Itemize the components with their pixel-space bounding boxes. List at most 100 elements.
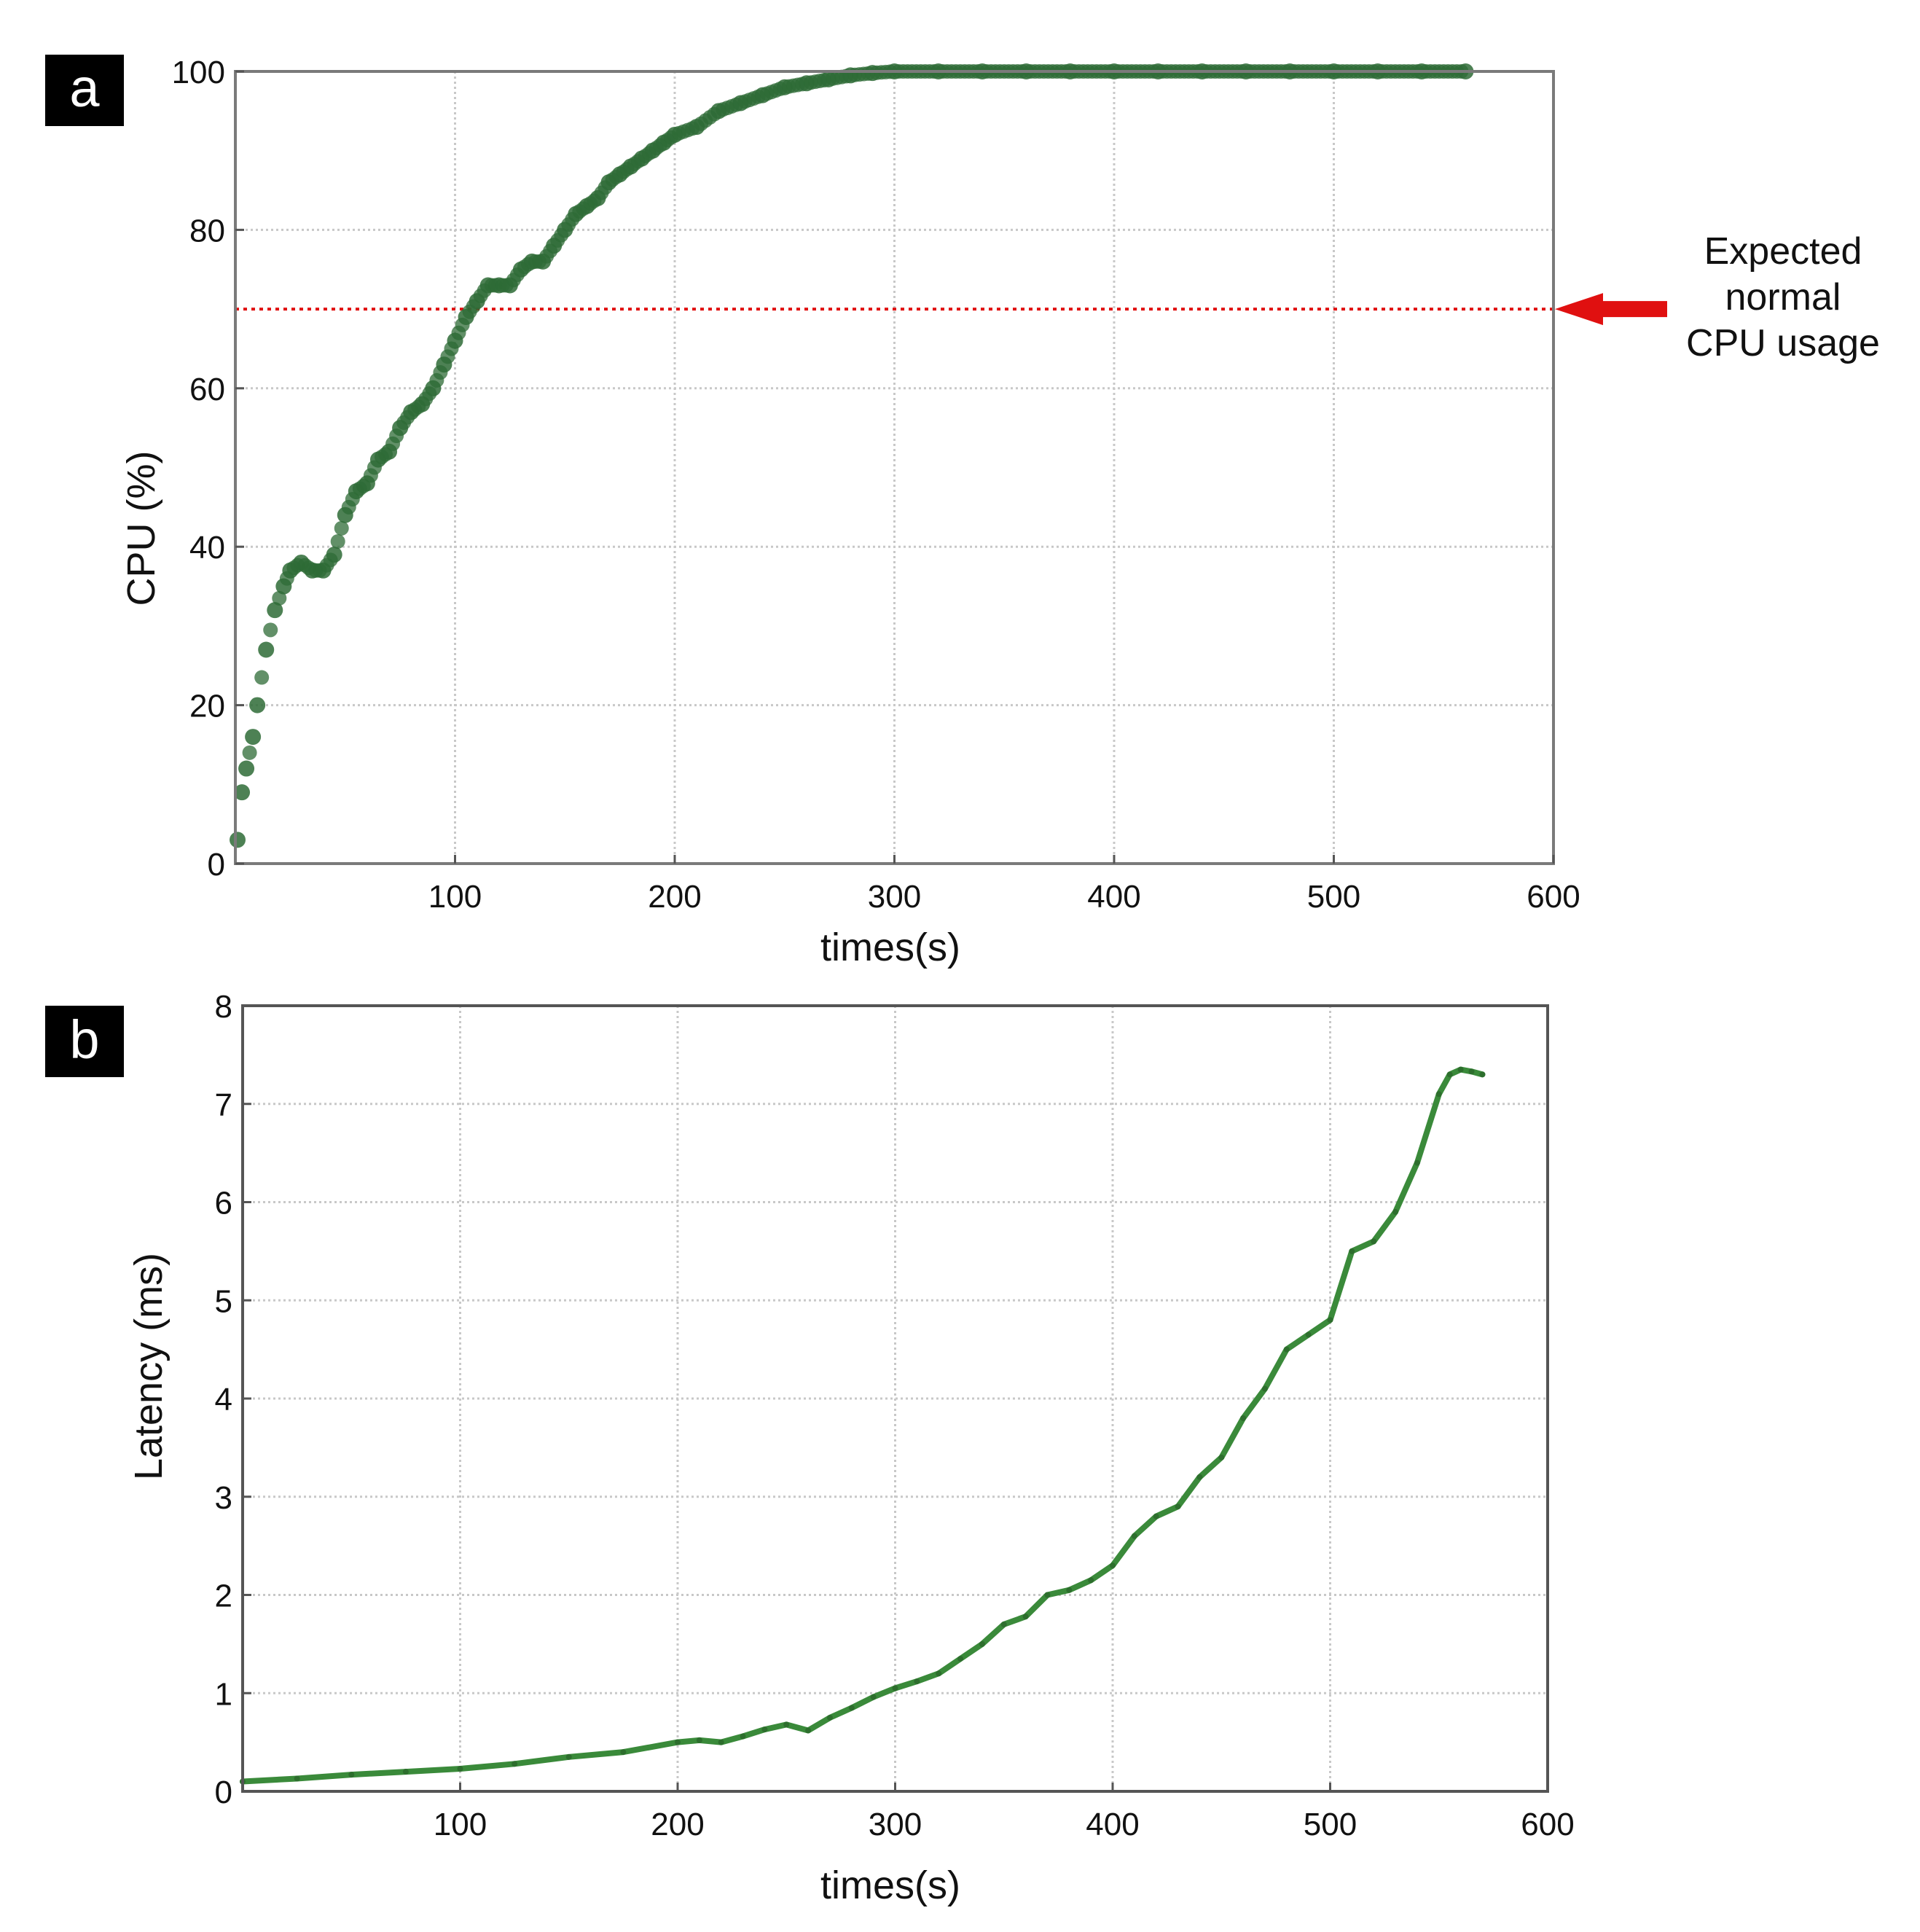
y-tick-label: 20 [189,689,225,724]
latency-point [402,1769,409,1775]
latency-point [1414,1159,1420,1166]
threshold-group [235,293,1667,326]
panel-b-series [240,1066,1486,1785]
latency-point [1457,1066,1464,1073]
latency-point [783,1721,790,1728]
y-tick-label: 3 [215,1480,232,1516]
cpu-point [258,641,275,658]
y-tick-label: 5 [215,1283,232,1319]
latency-point [826,1714,833,1721]
panel-a: a 100 200 300 400 500 600 0 20 40 60 80 100 times(s… [45,55,1880,969]
panel-a-label-box [45,55,124,126]
cpu-point-interp [254,670,270,685]
y-tick-label: 80 [189,213,225,249]
x-tick-label: 500 [1307,879,1360,915]
latency-point [892,1685,898,1692]
latency-point [1175,1503,1181,1510]
latency-point [761,1726,768,1733]
latency-point [1044,1592,1051,1598]
panel-a-xlabel: times(s) [820,926,960,969]
latency-point [1468,1068,1475,1075]
x-tick-label: 100 [434,1807,487,1842]
latency-point [1066,1587,1073,1593]
y-tick-label: 6 [215,1186,232,1221]
latency-point [805,1727,812,1734]
x-tick-label: 500 [1304,1807,1357,1842]
latency-point [565,1753,572,1760]
latency-point [1088,1577,1094,1584]
panel-b-grid [243,1006,1548,1791]
panel-a-label: a [69,58,100,118]
latency-point [294,1775,300,1782]
latency-point [1283,1346,1290,1353]
latency-point [1131,1533,1137,1539]
latency-point [718,1739,724,1745]
cpu-point-interp [334,520,349,536]
cpu-point-interp [242,745,257,760]
latency-point [457,1766,463,1772]
latency-point [1022,1614,1029,1620]
y-tick-label: 60 [189,372,225,407]
cpu-point [230,832,246,848]
cpu-point [234,784,251,801]
panel-a-series [230,63,1474,848]
annotation-line-1: Expected [1704,230,1862,273]
x-tick-label: 400 [1087,879,1140,915]
latency-point [620,1749,627,1756]
panel-b-xlabel: times(s) [820,1863,960,1907]
y-tick-label: 2 [215,1579,232,1614]
latency-point [1110,1563,1116,1569]
cpu-point [267,602,283,619]
latency-point [740,1733,746,1740]
cpu-point-interp [263,622,278,638]
y-tick-label: 4 [215,1382,232,1417]
latency-point [1371,1238,1377,1245]
x-tick-label: 600 [1521,1807,1574,1842]
latency-point [512,1761,518,1767]
x-tick-label: 400 [1086,1807,1139,1842]
latency-point [1261,1385,1268,1392]
latency-point [936,1670,942,1677]
latency-point [1392,1208,1399,1215]
latency-point [1305,1331,1312,1338]
latency-point [1153,1513,1159,1520]
panel-b-label-box [45,1006,124,1077]
y-tick-label: 40 [189,530,225,566]
annotation-line-2: normal [1725,276,1841,318]
panel-a-ylabel: CPU (%) [119,451,163,606]
latency-point [848,1705,855,1711]
latency-point [914,1678,920,1685]
y-tick-label: 0 [215,1775,232,1810]
latency-point [1240,1415,1247,1421]
arrow-head [1555,293,1603,326]
panel-a-grid [235,71,1553,864]
cpu-point [238,760,255,777]
latency-point [696,1737,702,1743]
latency-point [348,1772,355,1778]
y-tick-label: 8 [215,989,232,1025]
x-tick-label: 300 [868,879,921,915]
x-tick-label: 600 [1527,879,1580,915]
latency-point [675,1739,681,1745]
panel-b-label: b [69,1009,99,1070]
cpu-point [249,697,266,713]
latency-point [1196,1474,1203,1480]
panel-b-ylabel: Latency (ms) [127,1253,171,1480]
cpu-point-interp [330,533,345,549]
latency-point [870,1694,877,1700]
panel-a-ticks: 100 200 300 400 500 600 0 20 40 60 80 100 [172,55,1580,915]
y-tick-label: 1 [215,1676,232,1712]
x-tick-label: 200 [648,879,701,915]
latency-point [1479,1071,1486,1078]
panel-b: b 100 200 300 400 500 600 0 1 2 3 4 5 6 7 8 times(s) L… [45,989,1575,1907]
y-tick-label: 7 [215,1087,232,1123]
cpu-point [245,729,262,746]
latency-point [957,1656,964,1662]
threshold-annotation: Expected normal CPU usage [1686,230,1880,364]
latency-point [1218,1454,1225,1460]
x-tick-label: 200 [651,1807,704,1842]
y-tick-label: 100 [172,55,225,90]
latency-point [1349,1248,1355,1254]
panel-b-ticks: 100 200 300 400 500 600 0 1 2 3 4 5 6 7 8 [215,989,1575,1842]
